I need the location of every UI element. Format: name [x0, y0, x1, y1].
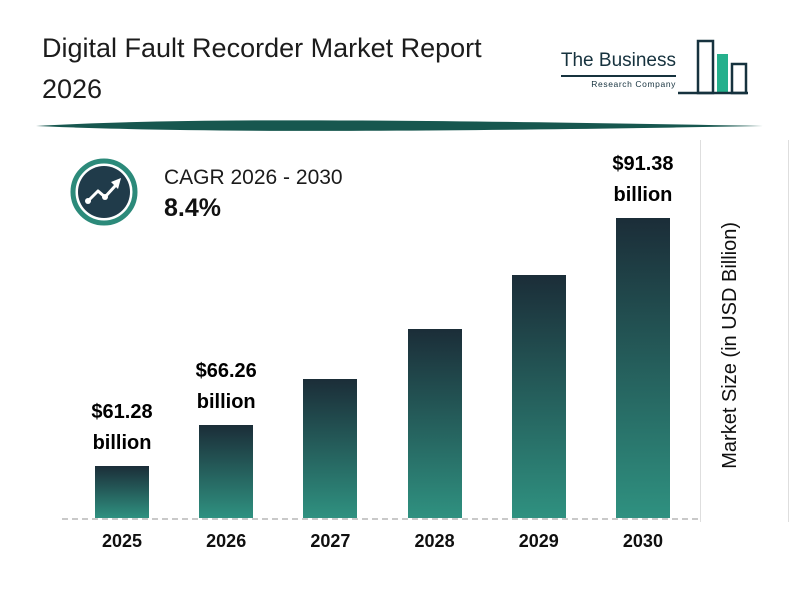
- x-axis-label: 2028: [414, 531, 455, 551]
- bar-value-label: $66.26 billion: [196, 356, 257, 418]
- logo-text: The Business Research Company: [560, 50, 676, 107]
- bar: [303, 379, 358, 518]
- bar: [511, 275, 566, 518]
- logo-company-subtitle: Research Company: [591, 79, 676, 89]
- bar-value-unit: billion: [92, 432, 152, 454]
- grid-line-vertical-2: [788, 140, 789, 522]
- bar-value-amount: $61.28: [91, 401, 153, 423]
- page-title-line1: Digital Fault Recorder Market Report: [42, 33, 482, 63]
- page-title-line2: 2026: [42, 73, 103, 104]
- divider-swoosh: [32, 118, 768, 134]
- y-axis-label: Market Size (in USD Billion): [719, 222, 741, 469]
- bar: [407, 329, 462, 518]
- bar-group: $61.28 billion: [91, 397, 153, 518]
- x-axis-label: 2029: [518, 531, 559, 551]
- bar-group: [511, 275, 566, 518]
- bar-group: [303, 379, 358, 518]
- bar-group: [407, 329, 462, 518]
- cagr-badge: CAGR 2026 - 2030 8.4%: [70, 158, 343, 231]
- cagr-value: 8.4%: [164, 194, 221, 222]
- bar-group: $91.38 billion: [612, 149, 674, 518]
- bar-value-label: $91.38 billion: [612, 149, 673, 211]
- x-axis-labels: 2025 2026 2027 2028 2029 2030: [95, 531, 670, 552]
- page-title: Digital Fault Recorder Market Report 202…: [42, 28, 482, 109]
- bar-group: $66.26 billion: [196, 356, 257, 518]
- bar-value-unit: billion: [196, 391, 256, 413]
- x-axis-label: 2030: [622, 531, 663, 551]
- bar: [615, 218, 670, 518]
- x-axis-label: 2027: [310, 531, 351, 551]
- cagr-label: CAGR 2026 - 2030: [164, 166, 343, 189]
- bar-group-container: $61.28 billion $66.26 billion $91.38 billion: [91, 149, 674, 518]
- x-axis-label: 2025: [101, 531, 143, 551]
- x-axis-baseline: [62, 518, 698, 520]
- growth-trend-icon: [70, 158, 138, 231]
- company-logo: The Business Research Company: [560, 38, 752, 107]
- logo-company-name: The Business: [560, 50, 676, 77]
- x-axis-label: 2026: [206, 531, 247, 551]
- bar-value-amount: $66.26: [195, 360, 257, 382]
- bar-value-amount: $91.38: [612, 153, 674, 175]
- bar-chart-logo-icon: [678, 38, 752, 107]
- bar-value-unit: billion: [613, 184, 673, 206]
- bar: [95, 466, 149, 518]
- grid-line-vertical-1: [700, 140, 701, 522]
- bar: [199, 425, 254, 518]
- bar-value-label: $61.28 billion: [91, 397, 152, 459]
- cagr-text: CAGR 2026 - 2030 8.4%: [164, 166, 343, 223]
